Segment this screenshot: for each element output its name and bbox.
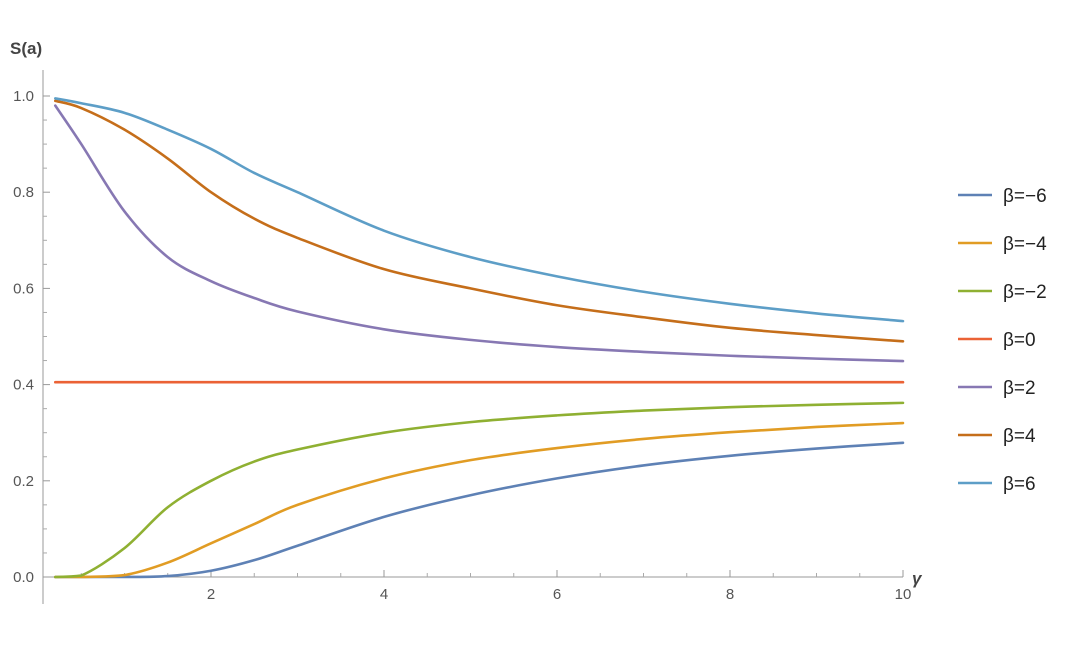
y-ticks: 0.0 0.2 0.4 0.6 0.8 1.0 [13, 88, 50, 586]
series-line-2 [54, 401, 905, 579]
series-line-1 [54, 421, 905, 579]
axes [42, 70, 903, 604]
x-axis-label: γ [912, 569, 923, 588]
y-axis-label: S(a) [10, 39, 42, 58]
x-tick-label: 6 [553, 586, 561, 603]
series-line-4 [54, 104, 905, 363]
y-tick-label: 0.0 [13, 569, 34, 586]
y-tick-label: 0.6 [13, 280, 34, 297]
series-line-6 [54, 97, 905, 323]
y-tick-label: 0.4 [13, 377, 34, 394]
legend-label-2: β=−2 [1003, 282, 1047, 303]
legend-label-1: β=−4 [1003, 234, 1047, 255]
x-ticks: 2 4 6 8 10 [207, 570, 912, 603]
y-tick-label: 1.0 [13, 88, 34, 105]
legend-label-5: β=4 [1003, 426, 1036, 447]
legend-label-6: β=6 [1003, 474, 1036, 495]
y-minor-ticks [43, 119, 47, 554]
series-line-5 [54, 99, 905, 343]
series-lines [54, 97, 905, 579]
x-tick-label: 4 [380, 586, 388, 603]
legend-label-0: β=−6 [1003, 186, 1047, 207]
y-tick-label: 0.8 [13, 184, 34, 201]
legend-label-3: β=0 [1003, 330, 1036, 351]
x-tick-label: 2 [207, 586, 215, 603]
y-tick-label: 0.2 [13, 473, 34, 490]
legend: β=−6 β=−4 β=−2 β=0 β=2 β=4 β=6 [958, 186, 1047, 495]
legend-label-4: β=2 [1003, 378, 1036, 399]
x-minor-ticks [80, 573, 861, 577]
x-tick-label: 10 [895, 586, 912, 603]
series-line-0 [54, 441, 905, 579]
x-tick-label: 8 [726, 586, 734, 603]
